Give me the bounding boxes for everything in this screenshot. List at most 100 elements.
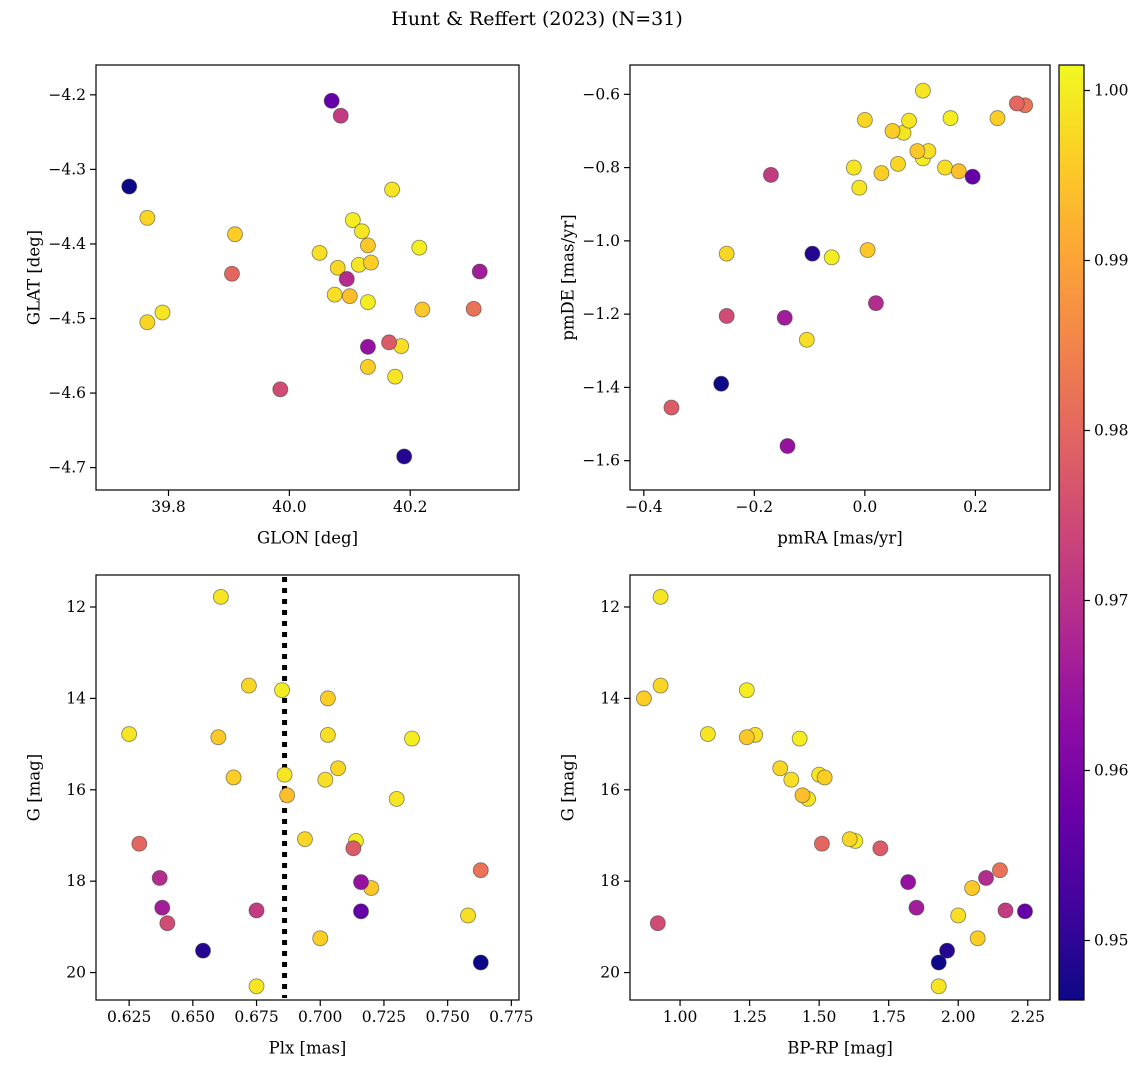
data-point: [813, 835, 830, 852]
data-point: [649, 915, 666, 932]
data-point: [212, 588, 229, 605]
data-point: [1008, 95, 1025, 112]
data-point: [890, 155, 906, 172]
axes-frame: [629, 574, 1051, 1001]
data-point: [783, 771, 800, 788]
data-point: [276, 766, 293, 783]
data-point: [465, 300, 482, 317]
data-point: [414, 301, 431, 318]
data-point: [210, 729, 227, 746]
data-point: [460, 907, 476, 924]
y-tick-label: −4.2: [48, 86, 86, 104]
data-point: [937, 159, 953, 176]
x-tick-label: 1.50: [802, 1008, 837, 1026]
y-tick-label: 20: [66, 964, 86, 982]
y-tick-label: 14: [66, 689, 86, 707]
colorbar-gradient: [1058, 64, 1085, 1001]
data-point: [344, 212, 361, 229]
data-point: [224, 265, 240, 282]
data-point: [713, 375, 730, 392]
y-tick-label: −1.6: [582, 452, 620, 470]
y-tick-label: −4.7: [48, 459, 86, 477]
colorbar-tick-label: 0.97: [1094, 592, 1129, 610]
data-point: [248, 902, 265, 919]
data-point: [914, 82, 931, 99]
data-point: [332, 107, 349, 124]
y-axis-label: GLAT [deg]: [25, 230, 44, 325]
data-point: [323, 92, 340, 109]
data-point: [823, 249, 840, 266]
data-point: [388, 790, 405, 807]
y-tick-label: −1.4: [582, 378, 620, 396]
panel-pmde-vs-pmra: −0.4 −0.2 0.0 0.2 −0.6 −0.8 −1.0 −1.2 −1.4 −1.6 pm…: [559, 64, 1051, 548]
data-point: [791, 730, 808, 747]
data-point: [652, 588, 669, 605]
x-tick-label: 0.0: [853, 498, 878, 516]
data-point: [387, 368, 404, 385]
y-axis-label: G [mag]: [25, 754, 44, 821]
data-point: [359, 237, 376, 254]
x-tick-label: −0.4: [625, 498, 663, 516]
data-point: [359, 294, 376, 311]
data-point: [131, 835, 148, 852]
data-point: [297, 831, 313, 848]
data-point: [969, 930, 986, 947]
data-point: [884, 122, 901, 139]
data-point: [991, 862, 1008, 879]
data-point: [964, 168, 981, 185]
data-point: [341, 288, 358, 305]
data-point: [930, 954, 947, 971]
data-point: [359, 338, 376, 355]
data-point: [859, 242, 876, 258]
panel-glat-vs-glon: 39.8 40.0 40.2 −4.2 −4.3 −4.4 −4.5 −4.6 −4.7 GLON…: [25, 64, 520, 548]
data-point: [139, 209, 156, 226]
y-tick-label: 20: [600, 964, 620, 982]
data-point: [319, 690, 336, 707]
data-point: [353, 223, 370, 240]
data-point: [195, 942, 211, 959]
colorbar-tick-label: 1.00: [1094, 82, 1129, 100]
data-point: [939, 942, 956, 959]
data-point: [225, 769, 242, 786]
data-point: [312, 930, 329, 947]
data-point: [772, 760, 789, 777]
y-tick-label: −4.6: [48, 384, 86, 402]
axes-frame: [95, 574, 520, 1001]
data-point: [738, 729, 755, 746]
x-axis-label: pmRA [mas/yr]: [777, 529, 902, 548]
y-tick-label: 12: [600, 598, 620, 616]
x-tick-label: −0.2: [736, 498, 774, 516]
x-tick-label: 2.25: [1010, 1008, 1045, 1026]
data-point: [272, 381, 289, 398]
x-tick-label: 0.725: [362, 1008, 406, 1026]
colorbar: 1.00 0.99 0.98 0.97 0.96 0.95: [1058, 64, 1129, 1001]
y-tick-label: 12: [66, 598, 86, 616]
data-point: [909, 143, 926, 160]
x-tick-label: 1.25: [732, 1008, 767, 1026]
data-point: [942, 110, 959, 127]
data-point: [738, 682, 755, 699]
data-point: [139, 314, 156, 331]
y-tick-label: −4.3: [48, 160, 86, 178]
data-point: [411, 239, 428, 256]
data-point: [279, 787, 296, 804]
data-point: [121, 178, 138, 195]
y-tick-label: −4.5: [48, 310, 86, 328]
data-point: [718, 308, 735, 324]
data-point: [353, 903, 369, 920]
data-point: [635, 690, 652, 707]
data-point: [950, 163, 967, 180]
data-point: [381, 334, 398, 351]
y-axis-label: G [mag]: [559, 754, 578, 821]
x-tick-label: 39.8: [151, 498, 186, 516]
data-point: [851, 179, 868, 196]
data-point: [804, 245, 821, 262]
x-tick-label: 0.675: [234, 1008, 278, 1026]
panel-g-vs-bprp: 1.00 1.25 1.50 1.75 2.00 2.25 12 14 16 18 20 BP-RP …: [559, 574, 1051, 1058]
data-point: [798, 331, 815, 348]
x-axis-label: Plx [mas]: [269, 1039, 347, 1058]
data-point: [151, 870, 168, 886]
data-point: [472, 954, 489, 971]
data-point: [872, 840, 889, 857]
